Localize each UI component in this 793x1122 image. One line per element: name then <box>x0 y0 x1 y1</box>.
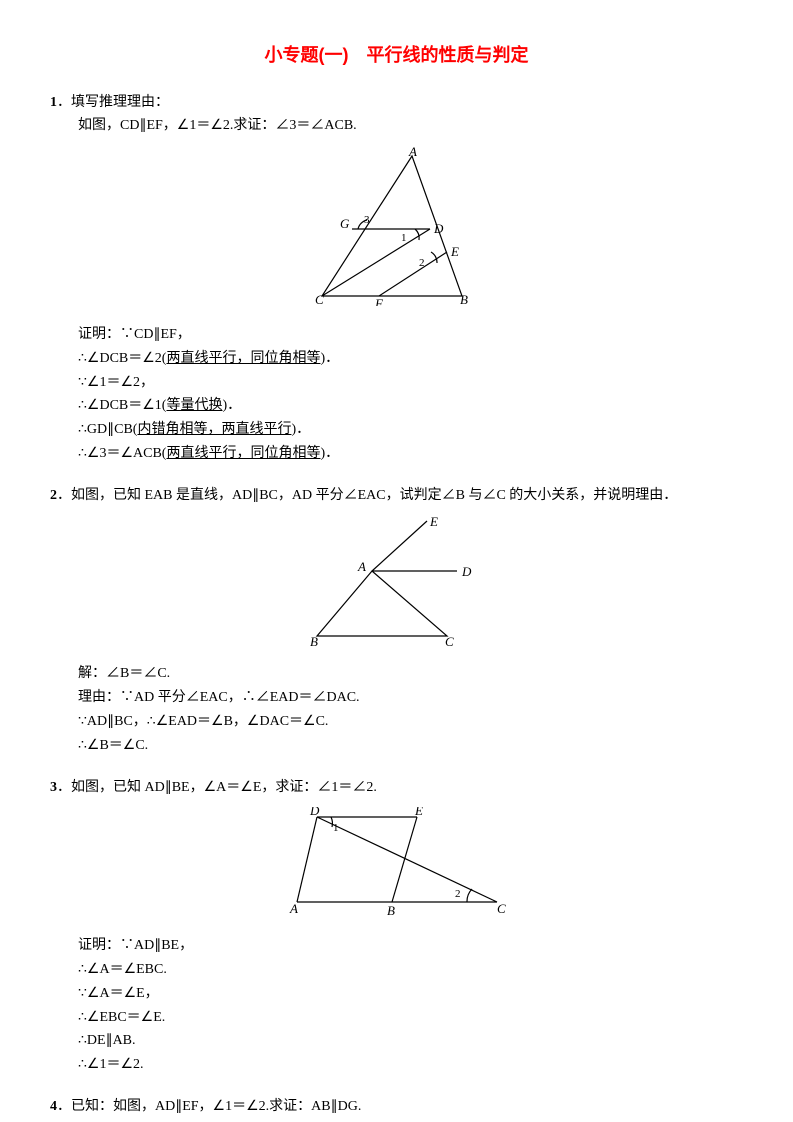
page-title: 小专题(一) 平行线的性质与判定 <box>50 40 743 71</box>
p1-diagram: A C B G D E F 3 1 2 <box>50 146 743 315</box>
problem-3: 3．如图，已知 AD∥BE，∠A＝∠E，求证：∠1＝∠2. D E A B C … <box>50 776 743 1077</box>
p2-stem-line: 2．如图，已知 EAB 是直线，AD∥BC，AD 平分∠EAC，试判定∠B 与∠… <box>50 484 743 508</box>
p1-proof-label: 证明： <box>78 327 120 342</box>
p1-line3-u: 等量代换 <box>166 398 222 413</box>
label-C2: C <box>445 634 454 646</box>
qnum-4: 4 <box>50 1099 57 1114</box>
p3-line1: ∴∠A＝∠EBC. <box>78 962 167 977</box>
label-E3: E <box>414 807 423 818</box>
p3-proof-label: 证明： <box>78 938 120 953</box>
qnum-2: 2 <box>50 488 57 503</box>
p1-line2-pre: ∵∠1＝∠2， <box>78 375 154 390</box>
angle-1b: 1 <box>333 822 339 834</box>
p3-line3: ∴∠EBC＝∠E. <box>78 1010 165 1025</box>
p3-diagram: D E A B C 1 2 <box>50 807 743 926</box>
angle-2b: 2 <box>455 888 461 900</box>
p1-line5-post: )． <box>320 446 339 461</box>
p3-proof: 证明：∵AD∥BE， ∴∠A＝∠EBC. ∵∠A＝∠E， ∴∠EBC＝∠E. ∴… <box>50 934 743 1077</box>
label-A2: A <box>357 559 366 574</box>
label-F: F <box>374 296 384 306</box>
p1-line5-u: 两直线平行，同位角相等 <box>166 446 320 461</box>
label-C3: C <box>497 901 506 916</box>
p3-stem-line: 3．如图，已知 AD∥BE，∠A＝∠E，求证：∠1＝∠2. <box>50 776 743 800</box>
p1-line4-pre: ∴GD∥CB( <box>78 422 137 437</box>
label-D: D <box>433 221 444 236</box>
label-B: B <box>460 292 468 306</box>
label-B3: B <box>387 903 395 917</box>
p3-line4: ∴DE∥AB. <box>78 1033 136 1048</box>
p3-line2: ∵∠A＝∠E， <box>78 986 159 1001</box>
p1-heading-text: ．填写推理理由： <box>57 95 169 110</box>
label-D3: D <box>309 807 320 818</box>
label-A: A <box>408 146 417 159</box>
label-B2: B <box>310 634 318 646</box>
p2-stem: ．如图，已知 EAB 是直线，AD∥BC，AD 平分∠EAC，试判定∠B 与∠C… <box>57 488 677 503</box>
label-D2: D <box>461 564 472 579</box>
angle-2: 2 <box>419 257 425 269</box>
p4-stem: ．已知：如图，AD∥EF，∠1＝∠2.求证：AB∥DG. <box>57 1099 361 1114</box>
problem-1: 1．填写推理理由： 如图，CD∥EF，∠1＝∠2.求证：∠3＝∠ACB. A C… <box>50 91 743 466</box>
label-G: G <box>340 216 350 231</box>
p2-line0: ∵AD 平分∠EAC，∴∠EAD＝∠DAC. <box>120 690 360 705</box>
angle-3: 3 <box>364 214 370 226</box>
p1-stem: 如图，CD∥EF，∠1＝∠2.求证：∠3＝∠ACB. <box>50 114 743 138</box>
p1-line1-u: 两直线平行，同位角相等 <box>166 351 320 366</box>
p1-line3-post: )． <box>222 398 241 413</box>
label-E: E <box>450 244 459 259</box>
label-E2: E <box>429 516 438 529</box>
qnum-3: 3 <box>50 780 57 795</box>
p2-solution: 解：∠B＝∠C. 理由：∵AD 平分∠EAC，∴∠EAD＝∠DAC. ∵AD∥B… <box>50 662 743 757</box>
p2-line2: ∴∠B＝∠C. <box>78 738 148 753</box>
p4-stem-line: 4．已知：如图，AD∥EF，∠1＝∠2.求证：AB∥DG. <box>50 1095 743 1119</box>
label-C: C <box>315 292 324 306</box>
p3-line0: ∵AD∥BE， <box>120 938 193 953</box>
p1-line3-pre: ∴∠DCB＝∠1( <box>78 398 166 413</box>
p3-stem: ．如图，已知 AD∥BE，∠A＝∠E，求证：∠1＝∠2. <box>57 780 377 795</box>
p3-line5: ∴∠1＝∠2. <box>78 1057 144 1072</box>
p2-line1: ∵AD∥BC，∴∠EAD＝∠B，∠DAC＝∠C. <box>78 714 328 729</box>
p1-line1-pre: ∴∠DCB＝∠2( <box>78 351 166 366</box>
p1-line0-pre: ∵CD∥EF， <box>120 327 191 342</box>
problem-1-heading: 1．填写推理理由： <box>50 91 743 115</box>
qnum-1: 1 <box>50 95 57 110</box>
p2-diagram: A B C D E <box>50 516 743 655</box>
p2-reason-label: 理由： <box>78 690 120 705</box>
p1-proof: 证明：∵CD∥EF， ∴∠DCB＝∠2(两直线平行，同位角相等)． ∵∠1＝∠2… <box>50 323 743 466</box>
problem-2: 2．如图，已知 EAB 是直线，AD∥BC，AD 平分∠EAC，试判定∠B 与∠… <box>50 484 743 758</box>
label-A3: A <box>289 901 298 916</box>
p2-sol-first: ∠B＝∠C. <box>106 666 170 681</box>
angle-1: 1 <box>401 232 407 244</box>
p1-line4-post: )． <box>291 422 310 437</box>
problem-4: 4．已知：如图，AD∥EF，∠1＝∠2.求证：AB∥DG. <box>50 1095 743 1119</box>
p2-sol-label: 解： <box>78 666 106 681</box>
p1-line1-post: )． <box>320 351 339 366</box>
p1-line4-u: 内错角相等，两直线平行 <box>137 422 291 437</box>
p1-line5-pre: ∴∠3＝∠ACB( <box>78 446 166 461</box>
